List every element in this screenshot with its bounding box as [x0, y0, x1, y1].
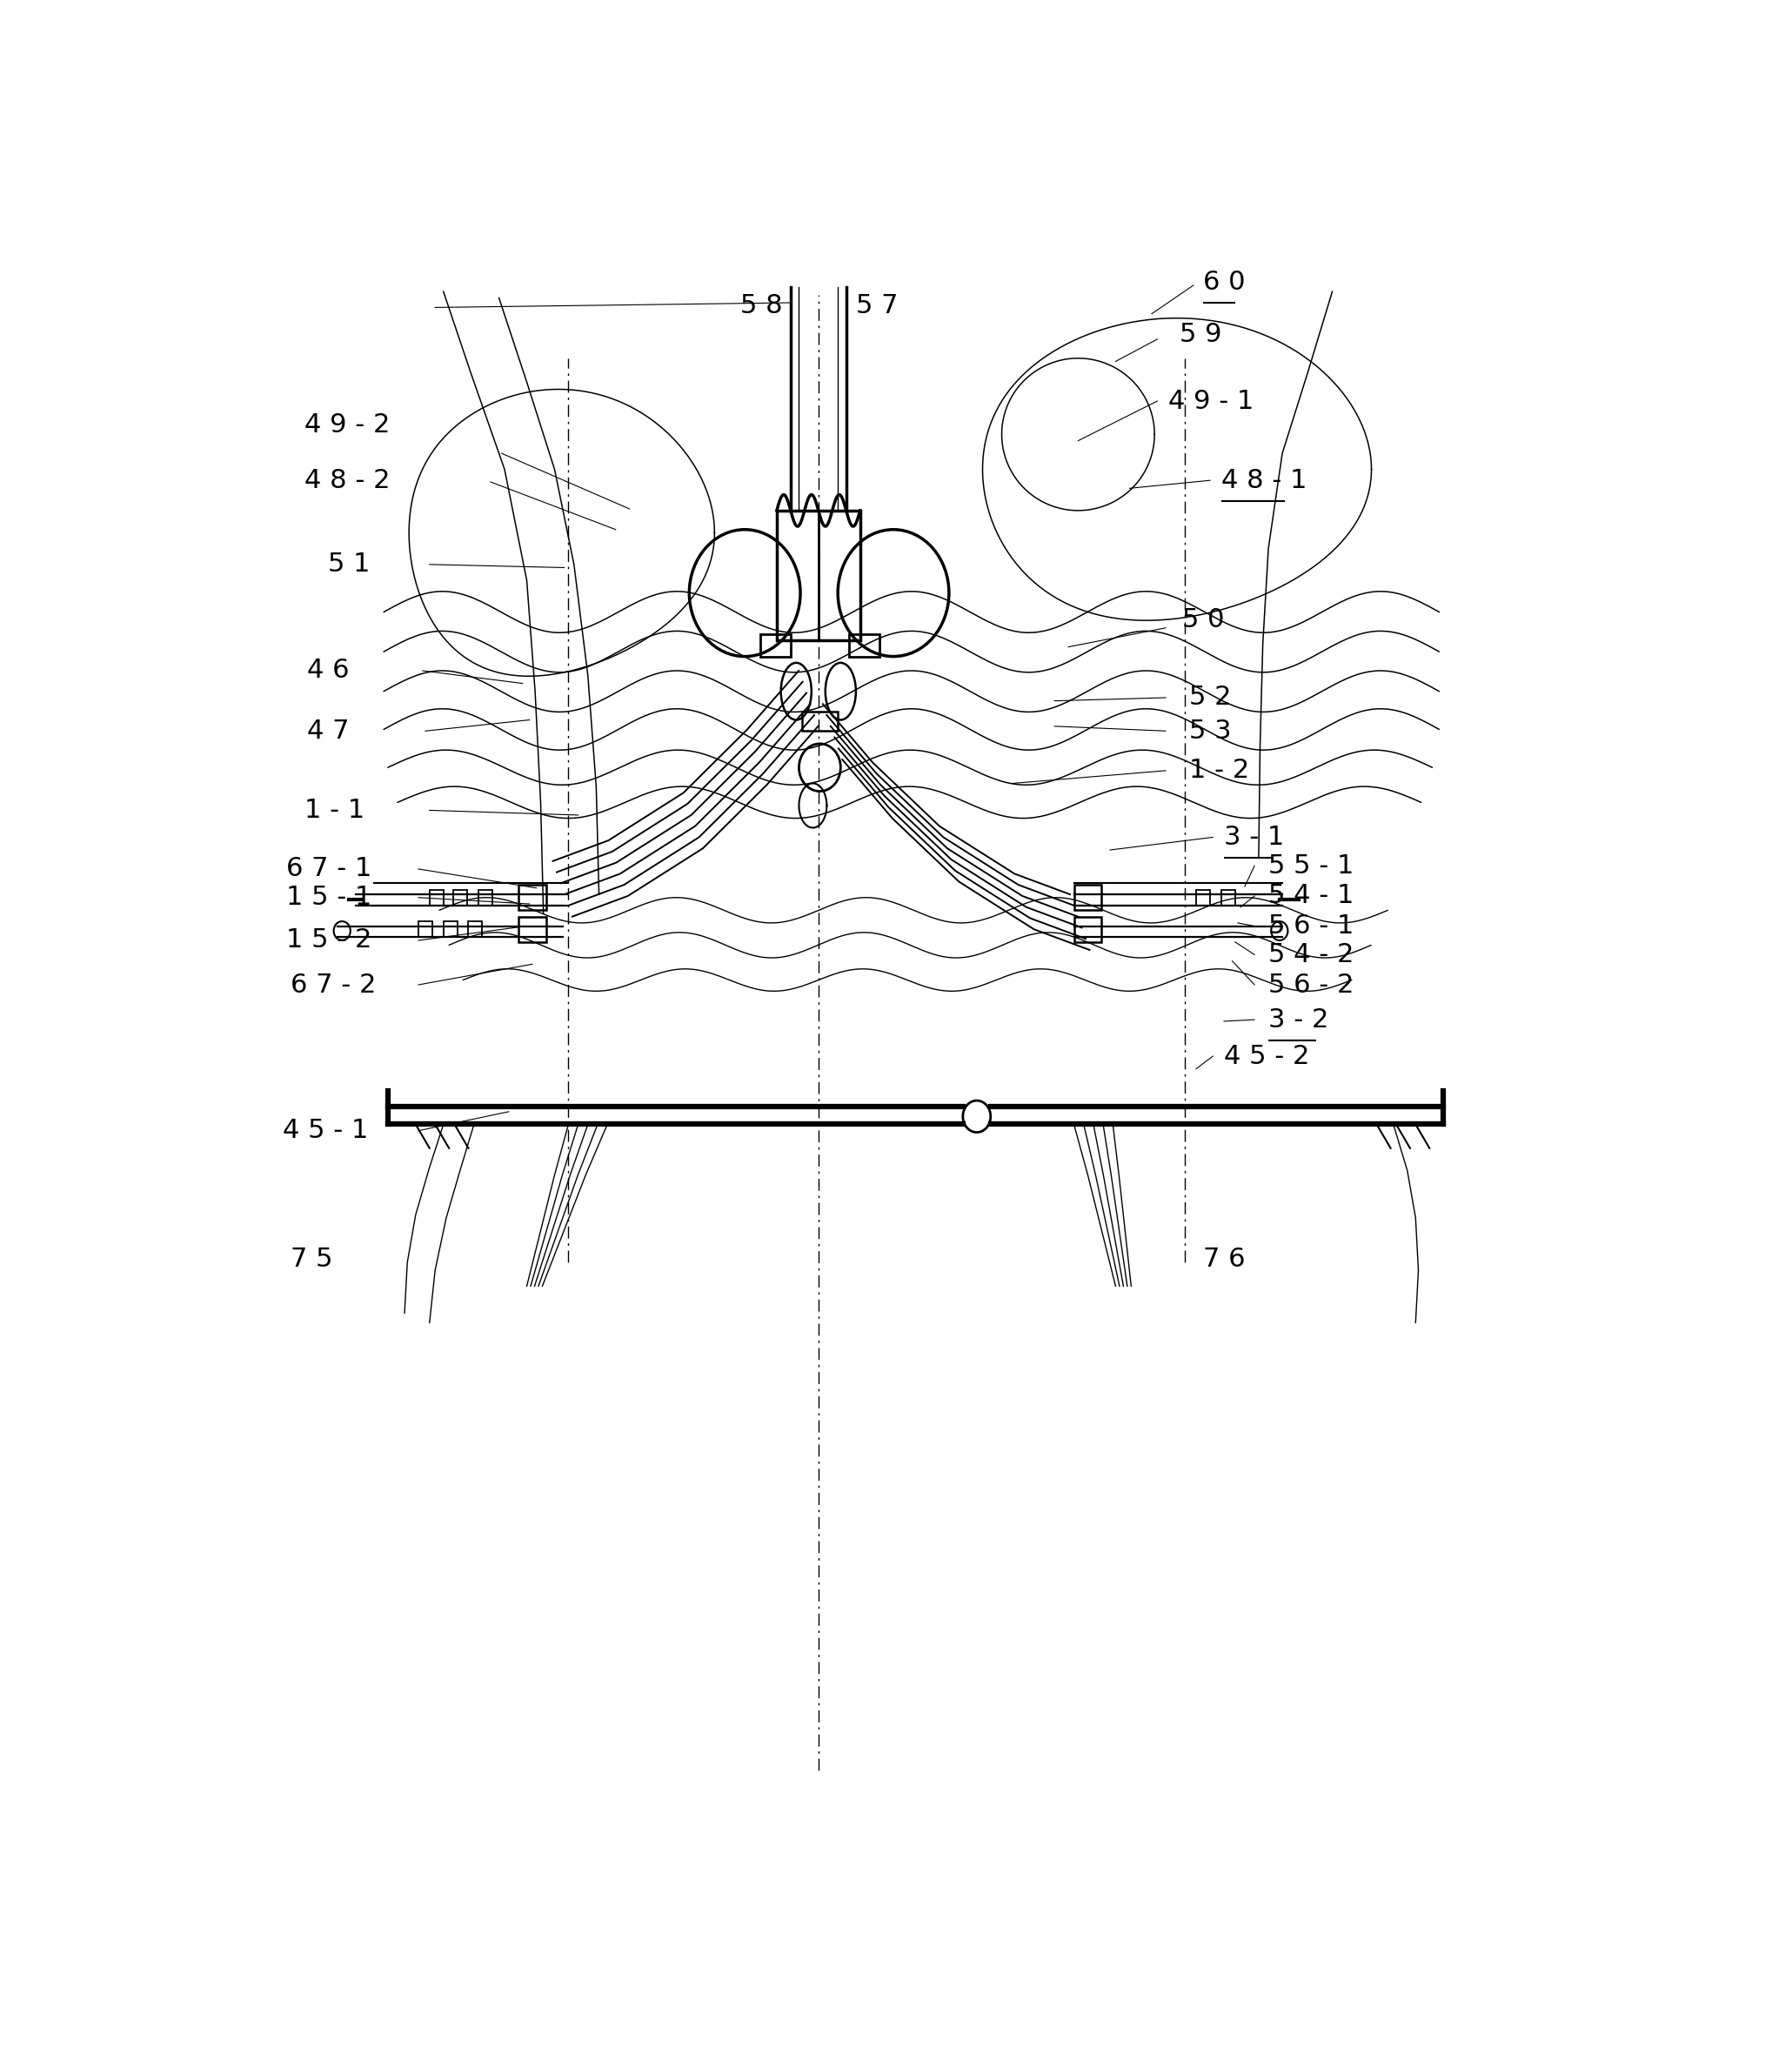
Bar	[430, 890, 443, 906]
Bar	[849, 634, 880, 657]
Text: 1 - 1: 1 - 1	[305, 797, 366, 822]
Text: 5 0: 5 0	[1183, 608, 1224, 632]
Text: 6 7 - 2: 6 7 - 2	[290, 972, 376, 997]
Text: 3 - 2: 3 - 2	[1269, 1007, 1328, 1032]
Text: 5 1: 5 1	[328, 552, 371, 577]
Bar	[1197, 890, 1210, 906]
Text: 1 5 - 1: 1 5 - 1	[287, 886, 373, 911]
Bar	[776, 511, 860, 641]
Text: 5 9: 5 9	[1179, 321, 1222, 346]
Text: 5 5 - 1: 5 5 - 1	[1269, 853, 1355, 878]
Text: 5 4 - 1: 5 4 - 1	[1269, 884, 1355, 908]
Bar	[1073, 917, 1102, 941]
Bar	[453, 890, 468, 906]
Text: 5 2: 5 2	[1190, 686, 1231, 711]
Bar	[418, 921, 432, 937]
Text: 5 7: 5 7	[857, 293, 898, 319]
Text: 4 9 - 1: 4 9 - 1	[1168, 389, 1254, 414]
Bar	[443, 921, 457, 937]
Bar	[760, 634, 790, 657]
Bar	[518, 886, 547, 911]
Bar	[478, 890, 493, 906]
Text: 4 8 - 2: 4 8 - 2	[305, 468, 391, 492]
Text: 4 9 - 2: 4 9 - 2	[305, 412, 391, 437]
Text: 5 3: 5 3	[1190, 719, 1231, 744]
Text: 5 4 - 2: 5 4 - 2	[1269, 941, 1355, 968]
Text: 5 6 - 1: 5 6 - 1	[1269, 913, 1355, 939]
Bar	[1220, 890, 1235, 906]
Text: 4 7: 4 7	[308, 719, 349, 744]
Bar	[801, 713, 839, 731]
Text: 5 8: 5 8	[740, 293, 783, 319]
Bar	[518, 917, 547, 941]
Text: 4 8 - 1: 4 8 - 1	[1220, 468, 1306, 492]
Text: 4 5 - 1: 4 5 - 1	[283, 1119, 367, 1143]
Text: 7 5: 7 5	[290, 1246, 333, 1271]
Text: 3 - 1: 3 - 1	[1224, 824, 1285, 851]
Text: 5 6 - 2: 5 6 - 2	[1269, 972, 1355, 997]
Text: 1 - 2: 1 - 2	[1190, 758, 1249, 783]
Text: 4 6: 4 6	[308, 657, 349, 684]
Bar	[468, 921, 482, 937]
Text: 4 5 - 2: 4 5 - 2	[1224, 1044, 1310, 1069]
Text: 6 7 - 1: 6 7 - 1	[287, 857, 373, 882]
Text: 1 5 - 2: 1 5 - 2	[287, 927, 373, 954]
Text: 6 0: 6 0	[1202, 270, 1245, 295]
Bar	[1073, 886, 1102, 911]
Text: 7 6: 7 6	[1202, 1246, 1245, 1271]
